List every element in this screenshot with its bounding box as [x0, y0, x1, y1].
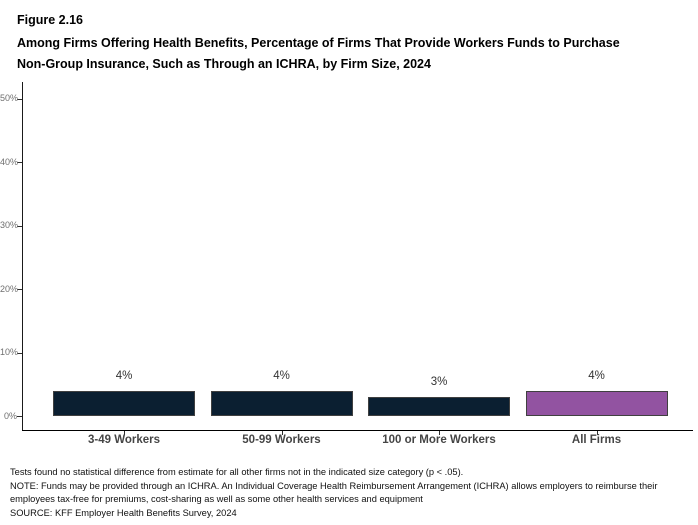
bar-value-label: 4% — [273, 370, 290, 382]
y-tick-label: 30% — [0, 220, 19, 230]
chart-notes: Tests found no statistical difference fr… — [10, 466, 694, 520]
bar — [525, 391, 668, 416]
figure-number: Figure 2.16 — [17, 13, 83, 27]
y-tick — [17, 289, 22, 290]
y-tick-label: 20% — [0, 283, 19, 294]
note-line: NOTE: Funds may be provided through an I… — [10, 480, 658, 491]
category-label: 50-99 Workers — [242, 434, 321, 446]
bar — [53, 391, 195, 416]
y-tick-label: 50% — [0, 93, 19, 103]
y-tick — [17, 225, 22, 227]
figure-title: Among Firms Offering Health Benefits, Pe… — [17, 36, 620, 71]
x-tick — [596, 431, 598, 435]
y-tick-label: 40% — [0, 156, 19, 167]
x-tick — [439, 431, 440, 435]
bar — [368, 397, 510, 416]
y-tick — [17, 98, 22, 100]
chart-header: Figure 2.16 Among Firms Offering Health … — [17, 11, 681, 75]
bar — [210, 391, 353, 416]
category-label: 100 or More Workers — [382, 434, 496, 446]
y-tick — [17, 352, 22, 354]
bar-value-label: 3% — [430, 376, 448, 388]
bar-value-label: 4% — [588, 370, 605, 382]
note-line: employees tax-free for premiums, cost-sh… — [10, 494, 423, 504]
note-line: SOURCE: KFF Employer Health Benefits Sur… — [10, 507, 237, 518]
x-tick — [281, 431, 283, 435]
y-tick — [17, 162, 22, 163]
x-axis-line — [22, 430, 693, 431]
note-line: Tests found no statistical difference fr… — [10, 467, 464, 477]
bar-value-label: 4% — [115, 370, 133, 382]
y-tick-label: 0% — [3, 410, 17, 421]
y-axis-line — [22, 82, 23, 431]
y-tick-label: 10% — [0, 347, 19, 357]
y-tick — [17, 416, 22, 417]
category-label: All Firms — [571, 434, 622, 446]
category-label: 3-49 Workers — [87, 434, 161, 446]
x-tick — [124, 431, 125, 435]
